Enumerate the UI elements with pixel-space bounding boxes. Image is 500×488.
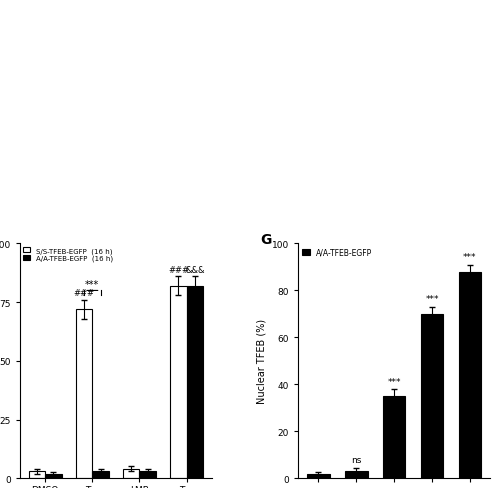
Bar: [382, 396, 406, 478]
Text: ###: ###: [74, 289, 94, 298]
Text: G: G: [260, 232, 271, 246]
Bar: [28, 471, 45, 478]
Bar: [45, 473, 62, 478]
Text: ***: ***: [388, 377, 401, 386]
Bar: [458, 272, 481, 478]
Bar: [186, 286, 203, 478]
Bar: [123, 469, 140, 478]
Bar: [307, 473, 330, 478]
Text: ###: ###: [168, 265, 189, 274]
Legend: A/A-TFEB-EGFP: A/A-TFEB-EGFP: [302, 248, 372, 257]
Bar: [76, 309, 92, 478]
Bar: [420, 314, 444, 478]
Bar: [140, 471, 156, 478]
Bar: [345, 471, 368, 478]
Text: ***: ***: [85, 280, 100, 290]
Y-axis label: Nuclear TFEB (%): Nuclear TFEB (%): [256, 319, 266, 404]
Text: &&&: &&&: [185, 265, 204, 274]
Text: ***: ***: [463, 253, 476, 262]
Text: ***: ***: [425, 295, 438, 304]
Text: ns: ns: [351, 455, 362, 464]
Bar: [92, 471, 109, 478]
Legend: S/S-TFEB-EGFP  (16 h), A/A-TFEB-EGFP  (16 h): S/S-TFEB-EGFP (16 h), A/A-TFEB-EGFP (16 …: [24, 247, 113, 262]
Bar: [170, 286, 186, 478]
